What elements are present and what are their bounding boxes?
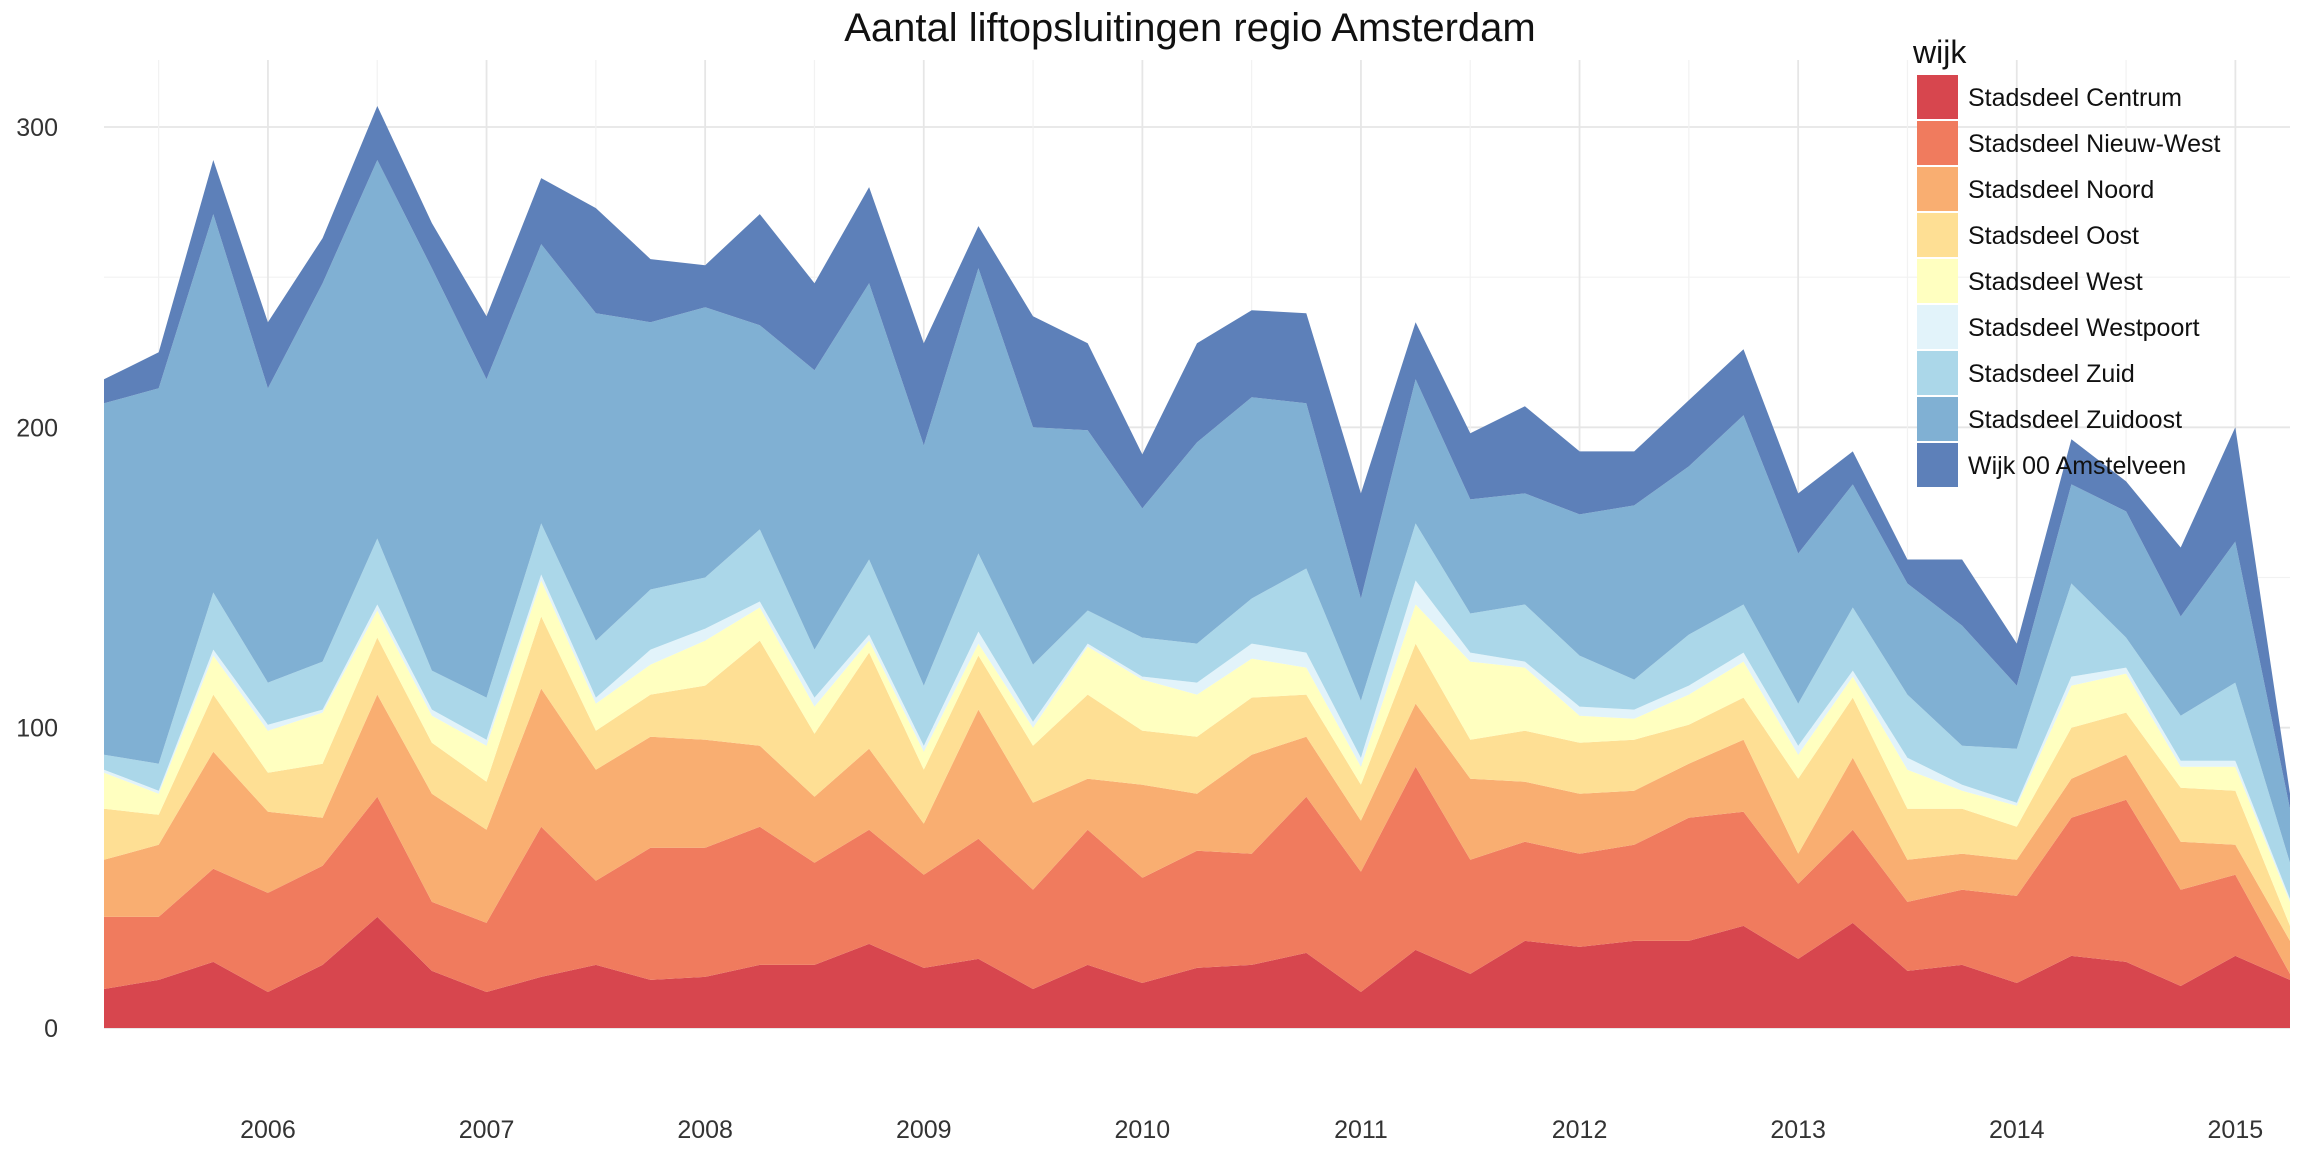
legend-swatch bbox=[1917, 167, 1958, 211]
legend-swatch bbox=[1917, 305, 1958, 349]
x-tick-label: 2014 bbox=[1989, 1116, 2045, 1144]
area-series-6 bbox=[104, 574, 2290, 902]
x-tick-label: 2013 bbox=[1770, 1116, 1826, 1144]
legend-swatch bbox=[1917, 121, 1958, 165]
x-tick-label: 2010 bbox=[1115, 1116, 1171, 1144]
area-series-8 bbox=[104, 160, 2290, 863]
x-tick-label: 2009 bbox=[896, 1116, 952, 1144]
y-tick-label: 200 bbox=[16, 414, 58, 442]
area-series-1 bbox=[104, 916, 2290, 1028]
legend-label: Wijk 00 Amstelveen bbox=[1968, 452, 2186, 480]
area-series-2 bbox=[104, 766, 2290, 992]
legend-label: Stadsdeel West bbox=[1968, 268, 2143, 296]
area-layers bbox=[104, 106, 2290, 1028]
y-tick-label: 0 bbox=[44, 1015, 58, 1043]
x-tick-label: 2012 bbox=[1552, 1116, 1608, 1144]
x-tick-label: 2008 bbox=[677, 1116, 733, 1144]
legend-swatch bbox=[1917, 351, 1958, 395]
legend-swatch bbox=[1917, 397, 1958, 441]
area-series-9 bbox=[104, 106, 2290, 809]
legend-label: Stadsdeel Westpoort bbox=[1968, 314, 2200, 342]
axis-tick-labels: 0 100 200 300 2006 2007 2008 2009 2010 2011 2012 20… bbox=[16, 114, 2263, 1144]
legend-swatch bbox=[1917, 443, 1958, 487]
legend-title: wijk bbox=[1912, 34, 1967, 70]
legend-label: Stadsdeel Oost bbox=[1968, 222, 2139, 250]
y-tick-label: 300 bbox=[16, 114, 58, 142]
legend-label: Stadsdeel Zuid bbox=[1968, 360, 2135, 388]
legend-swatch bbox=[1917, 259, 1958, 303]
chart-title: Aantal liftopsluitingen regio Amsterdam bbox=[844, 6, 1536, 50]
x-tick-label: 2015 bbox=[2208, 1116, 2264, 1144]
legend-swatch bbox=[1917, 213, 1958, 257]
legend-label: Stadsdeel Noord bbox=[1968, 176, 2154, 204]
area-series-7 bbox=[104, 523, 2290, 899]
legend-swatch bbox=[1917, 75, 1958, 119]
legend-label: Stadsdeel Zuidoost bbox=[1968, 406, 2182, 434]
area-series-3 bbox=[104, 688, 2290, 974]
x-tick-label: 2007 bbox=[459, 1116, 515, 1144]
y-tick-label: 100 bbox=[16, 715, 58, 743]
legend-label: Stadsdeel Nieuw-West bbox=[1968, 130, 2220, 158]
x-tick-label: 2006 bbox=[240, 1116, 296, 1144]
x-tick-label: 2011 bbox=[1334, 1116, 1388, 1144]
legend-label: Stadsdeel Centrum bbox=[1968, 84, 2182, 112]
area-series-5 bbox=[104, 580, 2290, 926]
